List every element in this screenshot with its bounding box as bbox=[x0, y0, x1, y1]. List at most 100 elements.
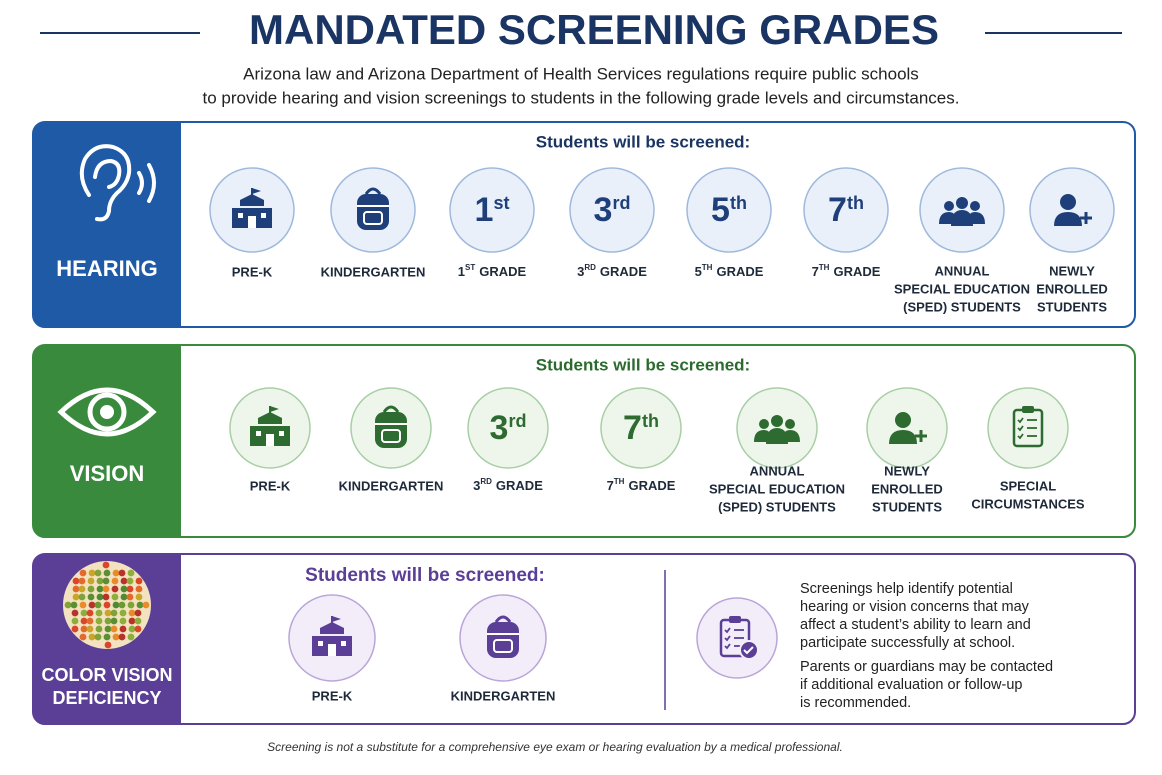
item-label: PRE-K bbox=[232, 264, 273, 279]
item-label: 7TH GRADE bbox=[812, 263, 881, 279]
flag bbox=[332, 616, 341, 622]
body bbox=[754, 430, 800, 442]
icon-backpack bbox=[487, 615, 519, 658]
head bbox=[956, 197, 968, 209]
dot bbox=[95, 625, 103, 633]
dot bbox=[102, 593, 110, 601]
dot bbox=[112, 633, 120, 641]
dot bbox=[110, 609, 118, 617]
dot bbox=[111, 577, 119, 585]
dot bbox=[78, 593, 86, 601]
label-number: 3 bbox=[473, 478, 480, 493]
item-label: 7TH GRADE bbox=[607, 477, 676, 493]
dot bbox=[94, 569, 102, 577]
note-text: Screenings help identify potential bbox=[800, 581, 1013, 597]
dot bbox=[104, 617, 112, 625]
dot bbox=[118, 601, 126, 609]
roof bbox=[258, 412, 282, 424]
window bbox=[341, 641, 346, 646]
icon-addperson bbox=[1054, 194, 1092, 226]
note-text: Parents or guardians may be contacted bbox=[800, 659, 1053, 675]
door bbox=[328, 644, 336, 656]
dot bbox=[128, 617, 136, 625]
dot bbox=[96, 577, 104, 585]
section-label: DEFICIENCY bbox=[52, 688, 161, 708]
item-label: NEWLY bbox=[1049, 263, 1095, 278]
flag bbox=[252, 188, 261, 194]
item-label: STUDENTS bbox=[872, 499, 942, 514]
ear bbox=[79, 144, 132, 222]
grade-badge: 7th bbox=[828, 191, 864, 229]
icon-backpack bbox=[357, 187, 389, 230]
head bbox=[1060, 194, 1076, 210]
dot bbox=[103, 569, 111, 577]
dot bbox=[134, 625, 142, 633]
footer: Screening is not a substitute for a comp… bbox=[267, 740, 843, 754]
label-suffix: TH bbox=[614, 477, 625, 486]
dot bbox=[128, 625, 136, 633]
dot bbox=[118, 633, 126, 641]
door bbox=[248, 216, 256, 228]
dot bbox=[111, 585, 119, 593]
dot bbox=[86, 625, 94, 633]
section-heading: Students will be screened: bbox=[536, 132, 750, 151]
dot bbox=[118, 569, 126, 577]
window bbox=[238, 213, 243, 218]
item-label: PRE-K bbox=[250, 478, 291, 493]
pocket bbox=[363, 211, 383, 225]
item-circle bbox=[600, 387, 682, 469]
item-circle bbox=[449, 167, 535, 253]
dot bbox=[127, 569, 135, 577]
dot bbox=[95, 609, 103, 617]
note-text: is recommended. bbox=[800, 695, 911, 711]
note-text: affect a student’s ability to learn and bbox=[800, 617, 1031, 633]
label-number: 7 bbox=[812, 264, 819, 279]
dot bbox=[71, 609, 79, 617]
label-suffix: TH bbox=[702, 263, 713, 272]
ear-inner bbox=[93, 158, 122, 189]
icon-clipboard bbox=[719, 616, 751, 658]
item-circle bbox=[569, 167, 655, 253]
dot bbox=[64, 601, 72, 609]
icon-people bbox=[939, 197, 985, 226]
dot bbox=[96, 585, 104, 593]
icon-school bbox=[312, 616, 352, 656]
label-rest: GRADE bbox=[716, 264, 763, 279]
badge-suffix: th bbox=[730, 193, 747, 213]
note-text: if additional evaluation or follow-up bbox=[800, 677, 1022, 693]
dot bbox=[79, 601, 87, 609]
badge-number: 1 bbox=[475, 191, 494, 229]
body bbox=[939, 212, 985, 224]
dot bbox=[135, 585, 143, 593]
dot bbox=[96, 593, 104, 601]
badge-suffix: th bbox=[642, 411, 659, 431]
section-label: HEARING bbox=[56, 256, 157, 281]
head bbox=[970, 201, 980, 211]
roof bbox=[320, 622, 344, 634]
dot bbox=[120, 585, 128, 593]
check bbox=[724, 627, 731, 634]
window bbox=[318, 641, 323, 646]
head bbox=[771, 415, 783, 427]
item-label: (SPED) STUDENTS bbox=[718, 499, 836, 514]
body bbox=[951, 210, 973, 226]
label-suffix: RD bbox=[480, 477, 492, 486]
section-heading: Students will be screened: bbox=[536, 355, 750, 374]
grade-badge: 5th bbox=[711, 191, 747, 229]
dot bbox=[80, 609, 88, 617]
dot bbox=[87, 593, 95, 601]
icon-people bbox=[754, 415, 800, 444]
eye bbox=[57, 387, 157, 437]
section-label: COLOR VISION bbox=[41, 665, 172, 685]
label-suffix: RD bbox=[584, 263, 596, 272]
item-label: ENROLLED bbox=[1036, 281, 1108, 296]
section-heading: Students will be screened: bbox=[305, 565, 545, 586]
dot bbox=[80, 617, 88, 625]
check bbox=[1017, 433, 1024, 440]
body bbox=[1054, 212, 1082, 226]
dot bbox=[80, 625, 88, 633]
item-label: STUDENTS bbox=[1037, 299, 1107, 314]
dot bbox=[88, 633, 96, 641]
dot bbox=[79, 569, 87, 577]
dot bbox=[119, 625, 127, 633]
